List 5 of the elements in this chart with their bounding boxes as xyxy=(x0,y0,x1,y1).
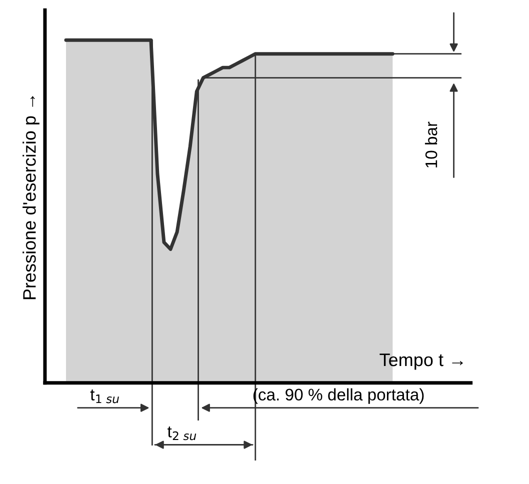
text: t$_{2 su}$ xyxy=(167,426,196,440)
x-axis-title: Tempo t → xyxy=(380,354,463,370)
y-axis-title: Pressione d'esercizio p → xyxy=(22,96,40,300)
text: 10 bar xyxy=(424,122,438,168)
text: t$_{1 su}$ xyxy=(90,390,119,404)
